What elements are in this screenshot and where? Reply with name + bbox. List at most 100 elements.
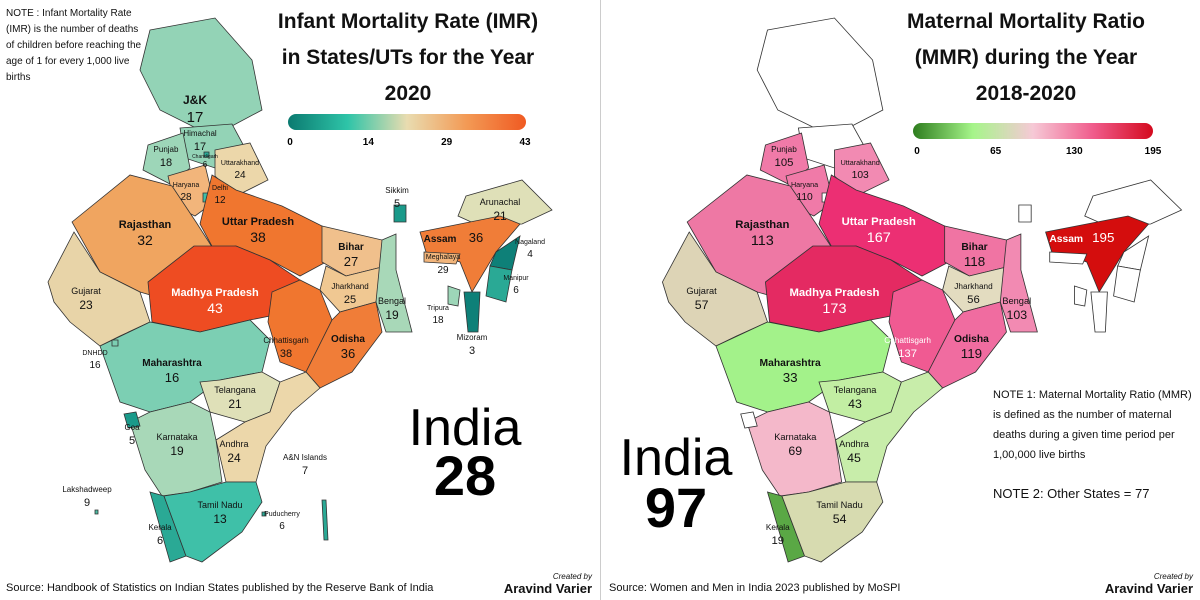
state-dnhdd (111, 339, 119, 347)
state-label-meghalaya: Meghalaya (426, 254, 460, 261)
state-value-kerala: 19 (771, 535, 784, 547)
state-label-assam: Assam (424, 234, 457, 245)
state-value-a-n-islands: 7 (302, 465, 308, 477)
state-value-andhra: 45 (847, 451, 861, 465)
imr-panel: J&K 17 Himachal 17 Chandigarh 6 Punjab 18 Uttara… (6, 8, 592, 596)
state-label-uttar-pradesh: Uttar Pradesh (842, 216, 916, 228)
credit-line1: Created by (552, 572, 592, 581)
state-value-uttar-pradesh: 38 (250, 229, 266, 245)
state-value-mizoram: 3 (469, 345, 475, 357)
state-value-tripura: 18 (432, 315, 444, 326)
state-odisha (305, 301, 383, 389)
state-value-tamil-nadu: 54 (833, 512, 847, 526)
state-label-himachal: Himachal (183, 129, 217, 138)
state-label-rajasthan: Rajasthan (119, 219, 172, 231)
state-value-rajasthan: 113 (751, 233, 774, 249)
state-value-j-k: 17 (187, 109, 204, 126)
state-label-manipur: Manipur (503, 275, 529, 282)
state-label-andhra: Andhra (219, 439, 248, 449)
state-label-bengal: Bengal (1002, 296, 1031, 306)
state-value-goa: 5 (129, 435, 135, 447)
state-meghalaya (423, 251, 461, 265)
mmr-title: Maternal Mortality Ratio (MMR) during th… (906, 10, 1146, 105)
state-label-punjab: Punjab (154, 145, 179, 154)
state-value-arunachal: 21 (493, 209, 507, 223)
state-label-haryana: Haryana (173, 182, 200, 189)
state-label-maharashtra: Maharashtra (142, 358, 202, 369)
state-label-kerala: Kerala (766, 523, 790, 532)
state-odisha (927, 301, 1007, 389)
state-label-jharkhand: Jharkhand (331, 282, 368, 291)
state-value-himachal: 17 (194, 141, 206, 153)
state-label-gujarat: Gujarat (686, 286, 717, 296)
state-label-bihar: Bihar (338, 242, 364, 253)
state-value-assam: 36 (469, 230, 483, 245)
state-j-k (756, 17, 884, 131)
state-value-haryana: 110 (796, 192, 813, 203)
state-label-andhra: Andhra (839, 439, 870, 449)
state-label-karnataka: Karnataka (156, 432, 197, 442)
state-label-sikkim: Sikkim (385, 186, 409, 195)
state-label-goa: Goa (124, 423, 140, 432)
state-uttar-pradesh (199, 174, 327, 277)
state-label-gujarat: Gujarat (71, 286, 101, 296)
state-label-telangana: Telangana (834, 385, 878, 395)
state-label-telangana: Telangana (214, 385, 256, 395)
state-value-gujarat: 57 (695, 298, 709, 312)
state-manipur (485, 265, 513, 303)
mmr-source: Source: Women and Men in India 2023 publ… (609, 582, 901, 594)
imr-note: NOTE : Infant Mortality Rate (IMR) is th… (6, 8, 142, 83)
state-label-maharashtra: Maharashtra (760, 358, 822, 369)
state-value-nagaland: 4 (527, 249, 533, 260)
state-value-chandigarh: 6 (203, 160, 208, 169)
state-value-bengal: 19 (385, 308, 399, 322)
state-manipur (1113, 265, 1141, 303)
credit-author: Aravind Varier (503, 581, 592, 596)
state-andhra (215, 371, 321, 483)
state-chandigarh (203, 151, 210, 158)
state-label-odisha: Odisha (331, 334, 365, 345)
state-label-madhya-pradesh: Madhya Pradesh (789, 287, 879, 299)
state-label-uttar-pradesh: Uttar Pradesh (222, 216, 294, 228)
state-label-jharkhand: Jharkhand (954, 282, 992, 291)
state-value-rajasthan: 32 (137, 232, 153, 248)
state-value-punjab: 18 (160, 157, 172, 169)
state-label-nagaland: Nagaland (515, 239, 545, 246)
legend-tick: 14 (362, 137, 374, 148)
legend-tick: 0 (287, 137, 293, 148)
state-value-lakshadweep: 9 (84, 497, 90, 509)
credit-line1: Created by (1153, 572, 1193, 581)
state-value-punjab: 105 (775, 157, 794, 169)
state-tripura (447, 285, 461, 307)
state-label-mizoram: Mizoram (457, 333, 488, 342)
state-value-sikkim: 5 (394, 198, 400, 210)
state-label-puducherry: Puducherry (264, 511, 300, 518)
state-label-chandigarh: Chandigarh (192, 154, 218, 160)
state-value-jharkhand: 25 (344, 294, 356, 306)
panel-divider (600, 0, 601, 600)
legend-tick: 130 (1065, 146, 1083, 157)
state-value-uttarakhand: 103 (852, 170, 870, 181)
state-label-bihar: Bihar (961, 242, 987, 253)
mmr-legend-bar (913, 123, 1153, 139)
state-value-telangana: 43 (848, 397, 862, 411)
state-value-gujarat: 23 (79, 298, 93, 312)
state-uttar-pradesh (818, 174, 950, 277)
state-label-tamil-nadu: Tamil Nadu (197, 500, 242, 510)
india-imr-value: 28 (433, 444, 497, 507)
mmr-map: Punjab 105 Uttarakhand 103 Haryana 110 Rajasth… (661, 17, 1183, 563)
state-value-maharashtra: 16 (165, 370, 179, 385)
imr-legend-bar (288, 114, 526, 130)
state-value-dnhdd: 16 (89, 360, 101, 371)
state-puducherry (261, 511, 267, 517)
state-tamil-nadu (781, 481, 884, 563)
state-uttarakhand (214, 142, 269, 197)
state-value-chhattisgarh: 38 (280, 348, 292, 360)
state-arunachal (457, 179, 553, 227)
state-label-chhattisgarh: Chhattisgarh (884, 336, 931, 345)
state-label-rajasthan: Rajasthan (735, 219, 789, 231)
state-goa (123, 411, 141, 429)
state-arunachal (1084, 179, 1183, 227)
state-value-uttar-pradesh: 167 (867, 230, 891, 246)
legend-tick: 0 (914, 146, 920, 157)
